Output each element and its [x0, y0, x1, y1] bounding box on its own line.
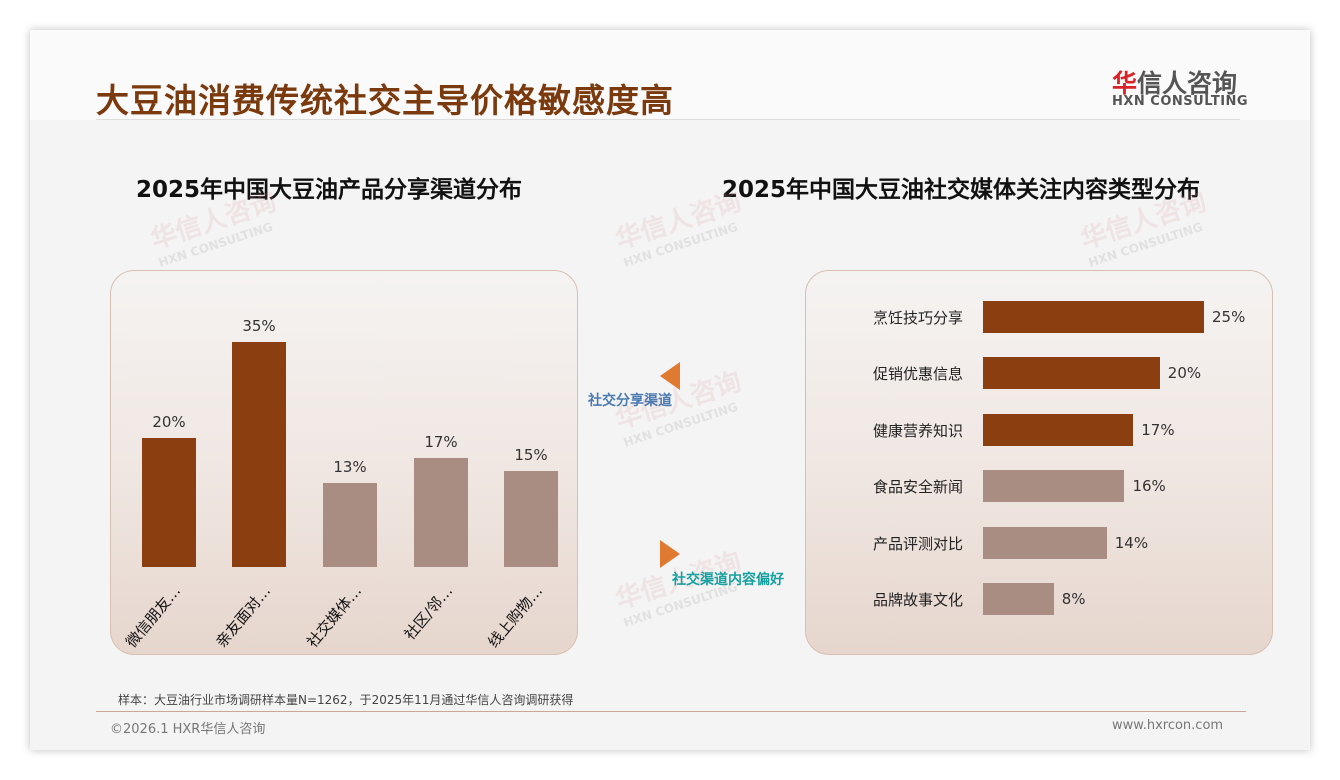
- bar: [142, 438, 196, 567]
- left-chart-title: 2025年中国大豆油产品分享渠道分布: [136, 177, 523, 203]
- header: [30, 30, 1310, 120]
- page-title: 大豆油消费传统社交主导价格敏感度高: [96, 81, 674, 120]
- logo-mark: 华: [1112, 69, 1138, 98]
- copyright: ©2026.1 HXR华信人咨询: [110, 722, 266, 737]
- bar: [983, 470, 1125, 502]
- annotation-left: 社交分享渠道: [588, 393, 672, 409]
- y-axis-label: 烹饪技巧分享: [872, 309, 963, 327]
- right-chart-title: 2025年中国大豆油社交媒体关注内容类型分布: [722, 177, 1201, 203]
- y-axis-label: 产品评测对比: [872, 535, 963, 553]
- bar-value-label: 17%: [424, 432, 458, 451]
- bar: [983, 527, 1107, 559]
- bar: [504, 470, 558, 567]
- bar: [983, 357, 1160, 389]
- bar: [983, 301, 1204, 333]
- website-link[interactable]: www.hxrcon.com: [1112, 718, 1224, 733]
- y-axis-label: 健康营养知识: [872, 422, 963, 440]
- bar-value-label: 20%: [152, 413, 186, 432]
- logo-subtitle: HXN CONSULTING: [1112, 94, 1249, 109]
- bar-value-label: 16%: [1132, 477, 1166, 495]
- arrow-left-icon: [660, 362, 680, 390]
- y-axis-label: 促销优惠信息: [872, 365, 963, 383]
- divider: [96, 119, 1240, 120]
- bar-value-label: 20%: [1167, 364, 1202, 382]
- bar-value-label: 8%: [1061, 590, 1086, 608]
- bar-value-label: 14%: [1114, 534, 1149, 552]
- y-axis-label: 品牌故事文化: [872, 591, 963, 609]
- bar: [232, 342, 286, 567]
- bar-value-label: 25%: [1212, 308, 1246, 326]
- logo-text: 信人咨询: [1137, 69, 1238, 98]
- bar: [323, 483, 377, 567]
- slide: 大豆油消费传统社交主导价格敏感度高 华信人咨询 HXN CONSULTING 2…: [30, 30, 1310, 750]
- arrow-right-icon: [660, 540, 680, 568]
- bar-value-label: 13%: [333, 458, 367, 477]
- bar: [414, 457, 468, 567]
- bar-value-label: 15%: [514, 445, 548, 464]
- bar-value-label: 35%: [242, 317, 276, 335]
- annotation-right: 社交渠道内容偏好: [672, 572, 784, 588]
- y-axis-label: 食品安全新闻: [872, 478, 963, 496]
- sample-note: 样本：大豆油行业市场调研样本量N=1262，于2025年11月通过华信人咨询调研…: [118, 693, 574, 707]
- bar: [983, 583, 1054, 615]
- footer-divider: [96, 711, 1246, 712]
- bar-value-label: 17%: [1141, 421, 1175, 439]
- logo: 华信人咨询: [1112, 64, 1237, 100]
- bar: [983, 414, 1134, 446]
